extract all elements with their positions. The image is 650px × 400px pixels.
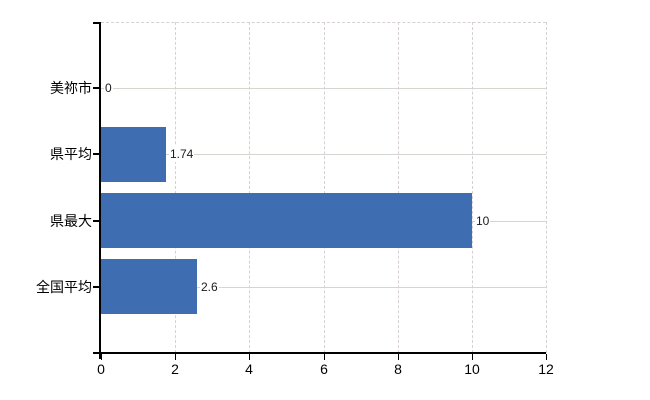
x-axis-tick xyxy=(101,354,102,360)
x-axis-tick xyxy=(175,354,176,360)
category-label: 県最大 xyxy=(50,213,92,229)
v-gridline xyxy=(324,22,325,353)
y-axis-tick xyxy=(93,87,101,89)
bar-value-label: 2.6 xyxy=(200,279,219,295)
x-axis-tick xyxy=(546,354,547,360)
x-axis-tick xyxy=(398,354,399,360)
v-gridline xyxy=(398,22,399,353)
y-axis-tick xyxy=(93,220,101,222)
bar-value-label: 0 xyxy=(104,80,113,96)
h-gridline xyxy=(101,154,546,155)
x-tick-label: 10 xyxy=(464,361,480,377)
v-gridline xyxy=(472,22,473,353)
bar-value-label: 1.74 xyxy=(169,146,195,162)
y-axis-line xyxy=(99,22,101,359)
x-axis-tick xyxy=(472,354,473,360)
v-gridline xyxy=(175,22,176,353)
v-gridline xyxy=(249,22,250,353)
category-label: 美祢市 xyxy=(50,80,92,96)
y-axis-tick xyxy=(93,153,101,155)
bar xyxy=(101,193,472,248)
plot-top-border xyxy=(101,22,546,23)
x-axis-line xyxy=(93,352,546,354)
h-gridline xyxy=(101,88,546,89)
h-gridline xyxy=(101,287,546,288)
category-label: 県平均 xyxy=(50,146,92,162)
x-tick-label: 0 xyxy=(97,361,105,377)
x-tick-label: 8 xyxy=(394,361,402,377)
bar xyxy=(101,127,166,182)
bar-value-label: 10 xyxy=(475,213,491,229)
x-axis-tick xyxy=(324,354,325,360)
x-tick-label: 4 xyxy=(245,361,253,377)
category-label: 全国平均 xyxy=(36,279,92,295)
y-axis-top-tick xyxy=(93,22,101,24)
v-gridline xyxy=(546,22,547,353)
x-tick-label: 2 xyxy=(171,361,179,377)
bar xyxy=(101,259,197,314)
x-tick-label: 12 xyxy=(538,361,554,377)
x-axis-tick xyxy=(249,354,250,360)
y-axis-tick xyxy=(93,286,101,288)
x-tick-label: 6 xyxy=(320,361,328,377)
